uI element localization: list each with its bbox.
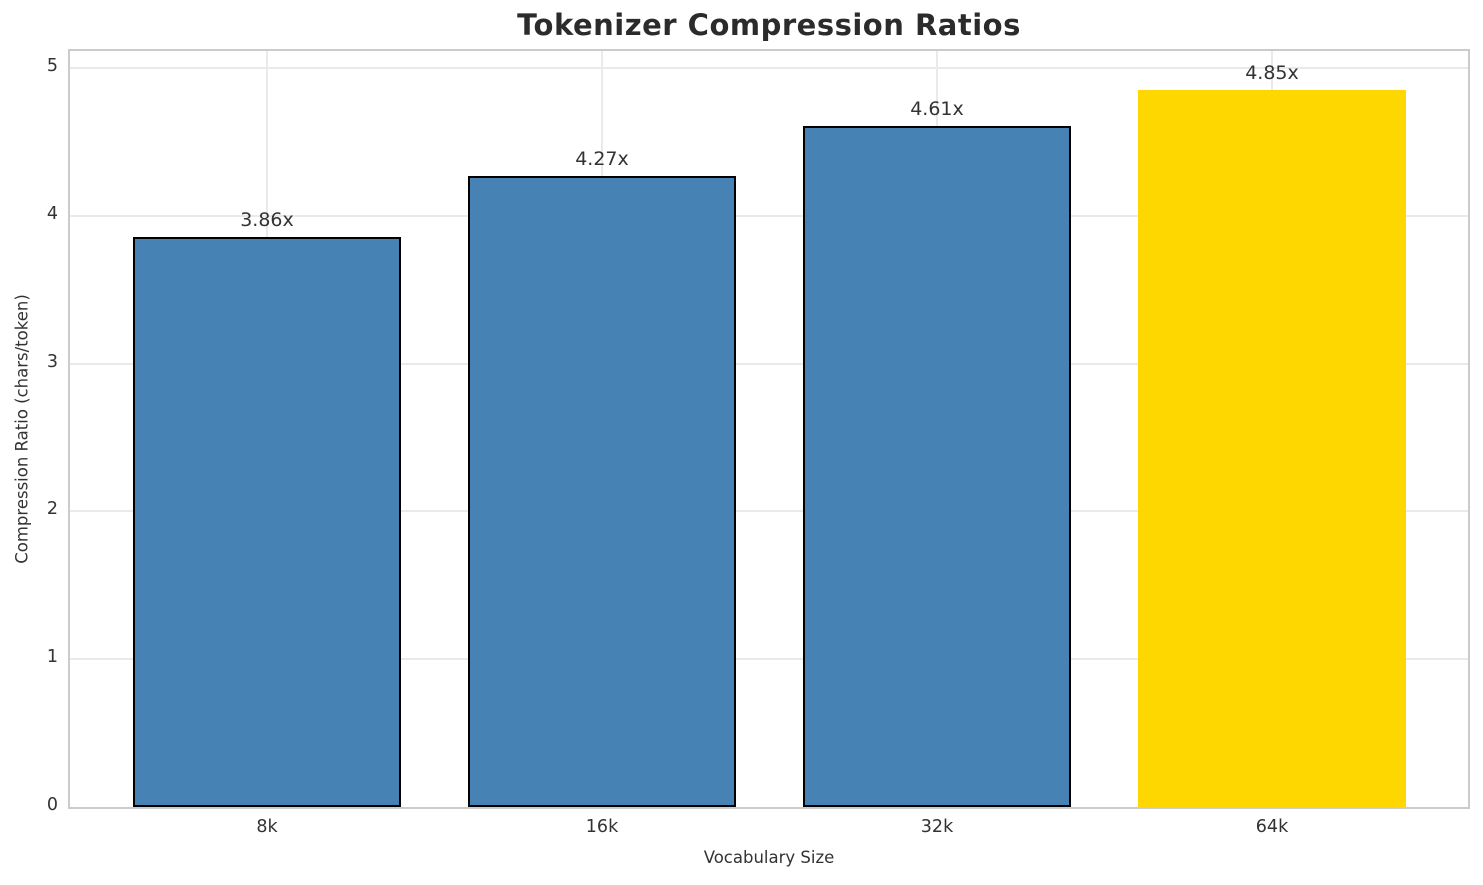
xtick-label-64k: 64k [1255, 817, 1289, 837]
x-axis-label: Vocabulary Size [703, 848, 835, 867]
ytick-label-1: 1 [46, 647, 58, 668]
ytick-label-3: 3 [46, 351, 58, 372]
bar-64k [1138, 90, 1406, 807]
gridline-y-4 [70, 214, 1468, 217]
ytick-label-4: 4 [46, 203, 58, 224]
xtick-label-8k: 8k [256, 817, 278, 837]
gridline-y-1 [70, 658, 1468, 661]
bar-value-label-8k: 3.86x [240, 208, 294, 231]
bar-value-label-64k: 4.85x [1245, 62, 1299, 85]
bar-16k [468, 175, 736, 807]
gridline-y-5 [70, 67, 1468, 69]
bar-8k [133, 236, 401, 807]
gridline-y-2 [70, 510, 1468, 513]
bar-value-label-32k: 4.61x [910, 97, 964, 120]
gridline-y-3 [70, 362, 1468, 365]
chart-title: Tokenizer Compression Ratios [517, 8, 1021, 42]
y-axis-label: Compression Ratio (chars/token) [12, 294, 32, 564]
xtick-label-16k: 16k [585, 817, 619, 837]
bar-value-label-16k: 4.27x [575, 147, 629, 170]
ytick-label-2: 2 [46, 499, 58, 520]
bar-32k [803, 125, 1071, 807]
xtick-label-32k: 32k [920, 817, 954, 837]
plot-area: 3.86x 4.27x 4.61x 4.85x [68, 49, 1470, 809]
ytick-label-5: 5 [46, 56, 58, 76]
ytick-label-0: 0 [46, 795, 58, 815]
